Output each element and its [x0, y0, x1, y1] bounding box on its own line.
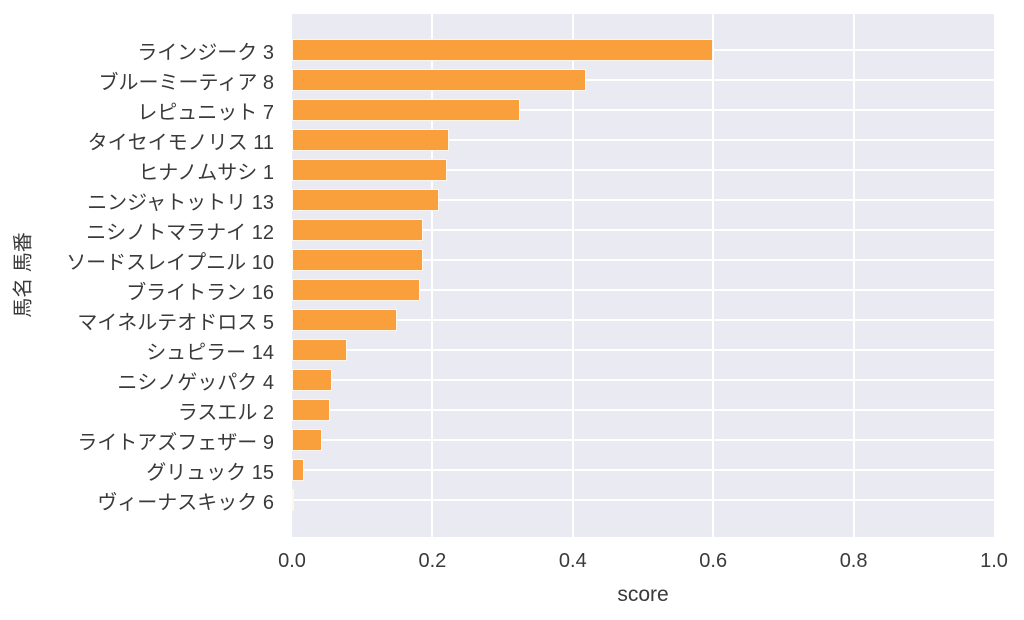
bar — [292, 489, 295, 511]
x-tick-label: 0.0 — [278, 550, 306, 572]
bar-row — [292, 155, 994, 185]
bar-row — [292, 455, 994, 485]
x-axis-title: score — [617, 583, 669, 606]
bar-row — [292, 395, 994, 425]
x-gridline — [852, 14, 855, 537]
y-gridline — [292, 199, 994, 201]
y-tick-label: ニンジャトットリ 13 — [87, 191, 274, 214]
y-tick-labels: ラインジーク 3 ブルーミーティア 8 レピュニット 7 タイセイモノリス 11 ヒナノ… — [0, 14, 283, 537]
x-gridline — [712, 14, 715, 537]
bar — [292, 249, 423, 271]
y-tick-label: レピュニット 7 — [137, 101, 274, 124]
bar-row — [292, 365, 994, 395]
x-gridline — [431, 14, 434, 537]
bar — [292, 69, 587, 91]
bar — [292, 39, 714, 61]
bar — [292, 429, 323, 451]
bar — [292, 339, 347, 361]
bar-row — [292, 65, 994, 95]
y-tick-label: ニシノトマラナイ 12 — [86, 221, 274, 244]
y-gridline — [292, 469, 994, 471]
y-tick-label: タイセイモノリス 11 — [87, 131, 274, 154]
y-tick-label: ラインジーク 3 — [137, 41, 274, 64]
x-tick-label: 0.8 — [839, 550, 868, 572]
y-gridline — [292, 319, 994, 321]
x-tick-label: 0.4 — [558, 550, 587, 572]
bar-row — [292, 95, 994, 125]
x-gridline — [571, 14, 574, 537]
x-tick-label: 0.2 — [418, 550, 447, 572]
bar — [292, 219, 424, 241]
bar — [292, 309, 398, 331]
bar-row — [292, 125, 994, 155]
y-tick-label: ソードスレイプニル 10 — [66, 251, 274, 274]
bar — [292, 369, 332, 391]
bar — [292, 129, 449, 151]
x-tick-label: 0.6 — [699, 550, 728, 572]
bar — [292, 279, 420, 301]
bar-row — [292, 245, 994, 275]
bar-row — [292, 335, 994, 365]
y-tick-label: シュピラー 14 — [146, 341, 274, 364]
bar-row — [292, 185, 994, 215]
bar — [292, 159, 448, 181]
bar — [292, 399, 330, 421]
bar-row — [292, 425, 994, 455]
y-gridline — [292, 229, 994, 231]
y-tick-label: ヒナノムサシ 1 — [138, 161, 274, 184]
y-gridline — [292, 79, 994, 81]
y-tick-label: ブルーミーティア 8 — [98, 71, 274, 94]
y-tick-label: ヴィーナスキック 6 — [97, 491, 274, 514]
y-gridline — [292, 439, 994, 441]
bar-row — [292, 215, 994, 245]
y-tick-label: マイネルテオドロス 5 — [77, 311, 274, 334]
y-tick-label: グリュック 15 — [146, 461, 274, 484]
y-tick-label: ライトアズフェザー 9 — [77, 431, 274, 454]
bar-row — [292, 275, 994, 305]
plot-area — [292, 14, 994, 537]
y-tick-label: ラスエル 2 — [177, 401, 274, 424]
y-gridline — [292, 289, 994, 291]
y-gridline — [292, 409, 994, 411]
x-tick-label: 1.0 — [980, 550, 1008, 572]
y-gridline — [292, 259, 994, 261]
bar — [292, 99, 521, 121]
bar-row — [292, 305, 994, 335]
y-tick-label: ブライトラン 16 — [126, 281, 274, 304]
y-gridline — [292, 139, 994, 141]
bar-row — [292, 485, 994, 515]
x-tick-labels: 0.0 0.2 0.4 0.6 0.8 1.0 — [0, 550, 1024, 576]
bar-row — [292, 35, 994, 65]
y-gridline — [292, 499, 994, 501]
y-gridline — [292, 379, 994, 381]
y-gridline — [292, 349, 994, 351]
y-tick-label: ニシノゲッパク 4 — [117, 371, 274, 394]
y-gridline — [292, 109, 994, 111]
y-gridline — [292, 169, 994, 171]
bar — [292, 189, 439, 211]
bar — [292, 459, 304, 481]
